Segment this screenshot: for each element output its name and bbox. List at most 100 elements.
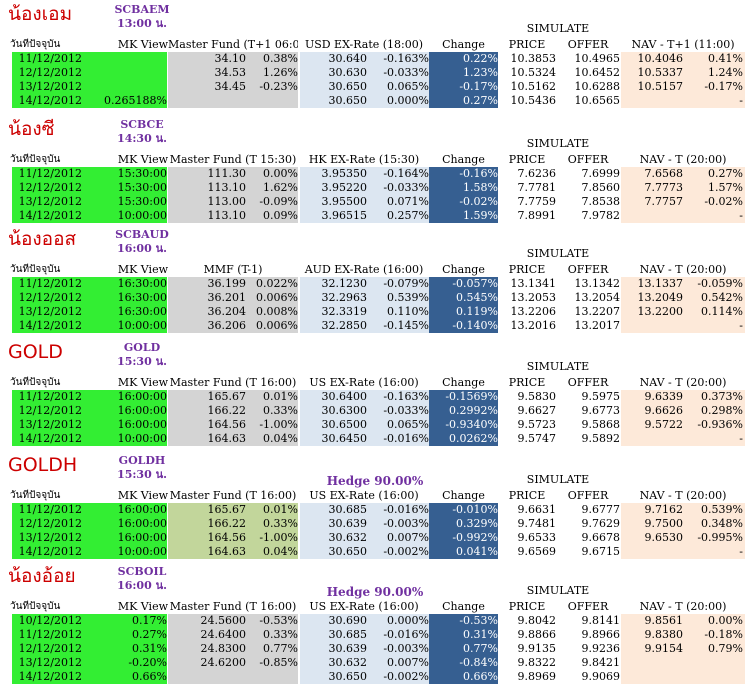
table-row: 14/12/2012 10:00:00 113.10 0.09% 3.96515 0.25…	[0, 209, 750, 223]
table-cell: 7.8991	[517, 209, 557, 222]
table-cell: 9.8866	[517, 628, 557, 641]
table-row: 13/12/2012 15:30:00 113.00 -0.09% 3.95500 0.0…	[0, 195, 750, 209]
table-cell: 1.57%	[708, 181, 743, 194]
column-band	[12, 503, 167, 559]
table-cell: 0.000%	[387, 94, 429, 107]
table-cell: -0.163%	[383, 52, 429, 65]
table-cell: 1.24%	[708, 66, 743, 79]
fund-nickname: น้องซี	[8, 118, 55, 140]
table-cell: 0.065%	[387, 80, 429, 93]
simulate-label: SIMULATE	[526, 137, 590, 150]
table-cell: 12/12/2012	[18, 517, 82, 530]
column-header: OFFER	[567, 153, 609, 166]
table-cell	[621, 209, 683, 223]
fund-nickname: น้องเอม	[8, 3, 73, 25]
table-cell: 14/12/2012	[18, 432, 82, 445]
table-cell: -0.033%	[383, 404, 429, 417]
table-cell: 1.58%	[463, 181, 498, 194]
table-cell	[246, 94, 298, 108]
table-cell: 30.639	[328, 642, 368, 655]
table-cell: 7.7757	[644, 195, 684, 208]
table-cell: 30.650	[328, 80, 368, 93]
table-cell: 13.1342	[574, 277, 621, 290]
table-cell: 7.6236	[517, 167, 557, 180]
table-cell: 32.3319	[321, 305, 368, 318]
table-cell: 10.6452	[574, 66, 621, 79]
table-cell: -0.02%	[459, 195, 498, 208]
fund-cutoff-time: 15:30 น.	[117, 468, 167, 481]
table-cell: 9.6715	[581, 545, 621, 558]
table-cell: -0.16%	[459, 167, 498, 180]
table-cell: 0.17%	[132, 614, 167, 627]
table-cell: 166.22	[207, 404, 247, 417]
table-cell: 9.7162	[644, 503, 684, 516]
table-cell: 16:30:00	[117, 305, 167, 318]
table-cell: -0.003%	[383, 517, 429, 530]
table-cell: 9.6533	[517, 531, 557, 544]
table-cell: -0.85%	[259, 656, 298, 669]
table-cell: 3.95350	[321, 167, 368, 180]
table-cell: 13.2054	[574, 291, 621, 304]
table-cell: 10.4965	[574, 52, 621, 65]
table-cell: 164.63	[207, 432, 247, 445]
column-band	[429, 390, 498, 446]
table-cell: -	[739, 319, 743, 332]
table-cell: 9.5747	[517, 432, 557, 445]
fund-code: SCBCE	[120, 118, 164, 131]
table-cell: 0.539%	[701, 503, 743, 516]
column-band	[621, 277, 745, 333]
table-cell: 16:00:00	[117, 418, 167, 431]
table-cell: -0.53%	[459, 614, 498, 627]
table-cell: 0.33%	[263, 628, 298, 641]
table-cell: 0.33%	[263, 404, 298, 417]
table-cell: 9.6627	[517, 404, 557, 417]
table-cell: 13/12/2012	[18, 531, 82, 544]
table-cell	[683, 656, 743, 670]
table-cell: 7.8560	[581, 181, 621, 194]
table-cell: 13.2016	[510, 319, 557, 332]
table-cell: 12/12/2012	[18, 181, 82, 194]
table-cell: 9.8042	[517, 614, 557, 627]
fund-section: น้องซี SCBCE 14:30 น. SIMULATE วันที่ปัจจุบั…	[0, 115, 750, 229]
table-cell: 0.22%	[463, 52, 498, 65]
table-cell: 10.5324	[510, 66, 557, 79]
simulate-label: SIMULATE	[526, 584, 590, 597]
column-header: วันที่ปัจจุบัน	[10, 377, 61, 388]
column-band	[168, 277, 298, 333]
column-band	[12, 277, 167, 333]
table-row: 11/12/2012 34.10 0.38% 30.640 -0.163% 0.22% 10…	[0, 52, 750, 66]
table-cell: 30.690	[328, 614, 368, 627]
table-cell: 9.5868	[581, 418, 621, 431]
table-cell: 36.206	[207, 319, 247, 332]
table-cell: 13/12/2012	[18, 80, 82, 93]
table-cell: 7.7781	[517, 181, 557, 194]
table-cell: 9.9154	[644, 642, 684, 655]
table-cell: 9.7500	[644, 517, 684, 530]
table-cell: -0.23%	[259, 80, 298, 93]
column-header: Change	[442, 263, 485, 276]
table-cell: 0.77%	[263, 642, 298, 655]
table-cell: 1.59%	[463, 209, 498, 222]
table-cell: 0.065%	[387, 418, 429, 431]
column-header: MK View	[117, 263, 168, 276]
table-row: 11/12/2012 16:00:00 165.67 0.01% 30.6400 -0.1…	[0, 390, 750, 404]
table-cell: 9.8561	[644, 614, 684, 627]
column-band	[621, 503, 745, 559]
table-cell: 13.1341	[510, 277, 557, 290]
table-cell: 9.5830	[517, 390, 557, 403]
table-cell: 1.26%	[263, 66, 298, 79]
table-cell: 30.650	[328, 94, 368, 107]
table-cell: 9.8969	[517, 670, 557, 683]
table-cell: 164.56	[207, 531, 247, 544]
table-cell: 15:30:00	[117, 181, 167, 194]
table-cell: 15:30:00	[117, 167, 167, 180]
table-cell: 10.6288	[574, 80, 621, 93]
column-band	[168, 503, 298, 559]
table-cell: 0.41%	[708, 52, 743, 65]
table-row: 14/12/2012 10:00:00 164.63 0.04% 30.6450 -0.0…	[0, 432, 750, 446]
column-band	[300, 390, 429, 446]
table-cell: 0.539%	[387, 291, 429, 304]
table-cell: 0.33%	[263, 517, 298, 530]
table-cell: 166.22	[207, 517, 247, 530]
column-header: NAV - T (20:00)	[639, 489, 727, 502]
